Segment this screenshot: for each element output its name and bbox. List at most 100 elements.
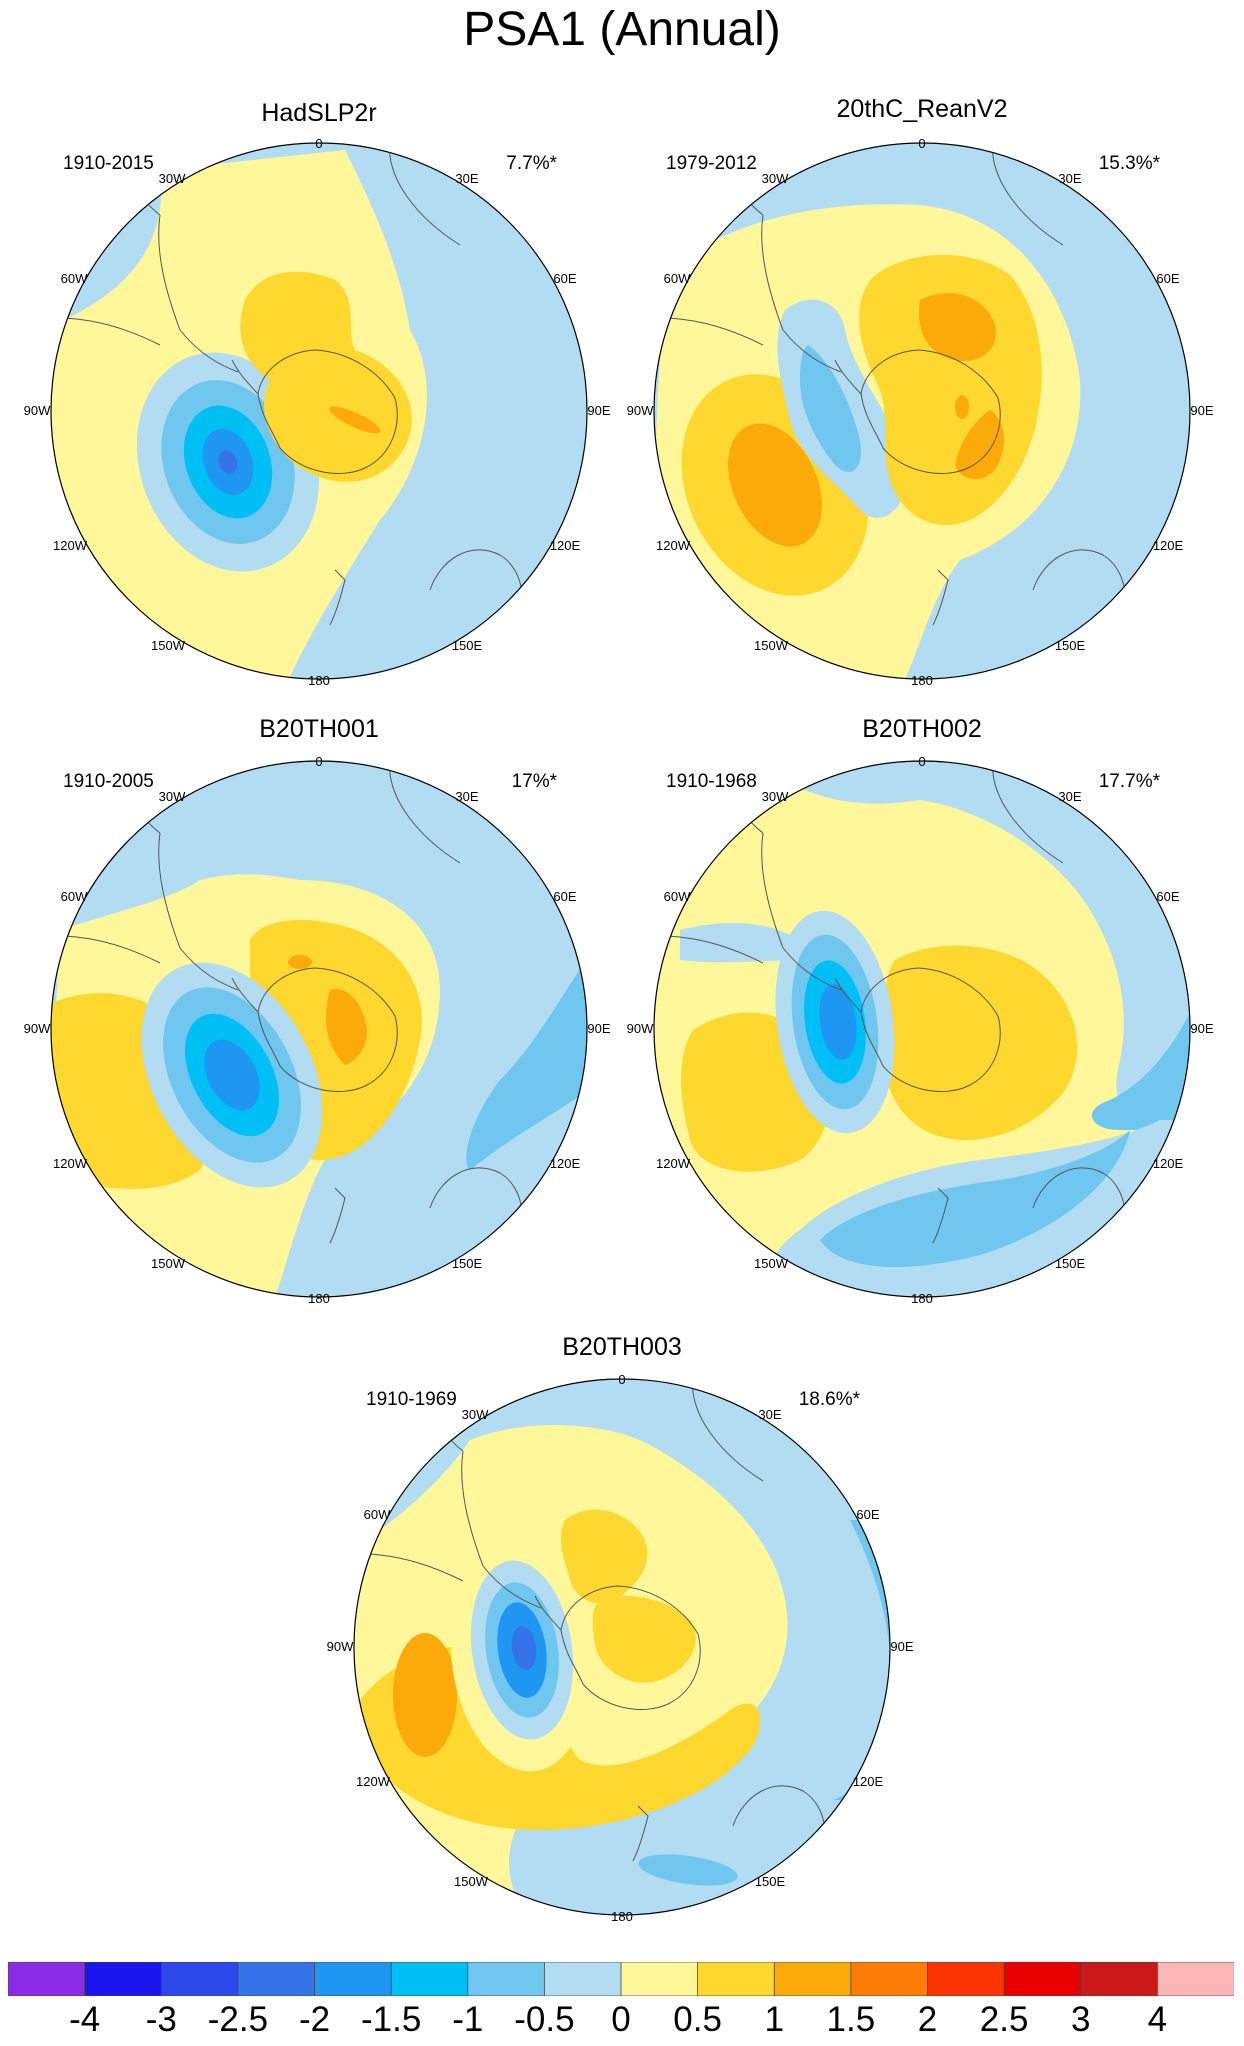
- colorbar-label: -1: [452, 2000, 484, 2039]
- colorbar-label: -2: [298, 2000, 331, 2039]
- colorbar-label: 1.5: [826, 2000, 876, 2039]
- colorbar-swatch: [850, 1962, 929, 1996]
- panel-b20th003: B20TH003 1910-1969 18.6%* 0 30E 60E 90E …: [327, 1333, 914, 1924]
- panel-hadslp2r: HadSLP2r 1910-2015 7.7%* 0 30E 60E 90E 1…: [24, 99, 611, 688]
- lon-label: 30E: [1058, 171, 1081, 186]
- lon-label: 120E: [853, 1774, 884, 1789]
- colorbar-label: 0.5: [673, 2000, 722, 2039]
- lon-label: 60W: [364, 1507, 391, 1522]
- lon-label: 120E: [1153, 538, 1184, 553]
- colorbar-label: -4: [69, 2000, 101, 2039]
- lon-label: 60W: [664, 271, 691, 286]
- colorbar-swatch: [927, 1962, 1005, 1996]
- panel-percent-20thc-reanv2: 15.3%*: [1099, 153, 1161, 174]
- panel-title-20thc-reanv2: 20thC_ReanV2: [837, 95, 1008, 123]
- map-border-b20th002: [653, 760, 1191, 1298]
- lon-label: 150E: [452, 638, 483, 653]
- colorbar-labels: -4 -3 -2.5 -2 -1.5 -1 -0.5 0 0.5 1 1.5 2 2.5 3 4: [0, 1996, 1244, 2046]
- panel-title-hadslp2r: HadSLP2r: [261, 99, 376, 127]
- lon-label: 30W: [159, 789, 186, 804]
- lon-label: 180: [308, 673, 330, 688]
- colorbar-swatch: [237, 1962, 316, 1996]
- lon-label: 60E: [553, 271, 576, 286]
- panel-period-b20th001: 1910-2005: [63, 771, 154, 792]
- panel-title-b20th001: B20TH001: [259, 715, 379, 743]
- map-border-20thc-reanv2: [653, 142, 1191, 680]
- longitude-labels-b20th002: 0 30E 60E 90E 120E 150E 180 150W 120W 90…: [627, 754, 1214, 1306]
- lon-label: 120E: [550, 1156, 581, 1171]
- colorbar-label: 1: [764, 2000, 784, 2039]
- map-border-b20th001: [50, 760, 588, 1298]
- lon-label: 150W: [151, 638, 186, 653]
- map-field-b20th003: [354, 1379, 890, 1915]
- colorbar-swatch: [160, 1962, 239, 1996]
- lon-label: 0: [618, 1372, 625, 1387]
- lon-label: 150W: [754, 638, 789, 653]
- longitude-labels-b20th001: 0 30E 60E 90E 120E 150E 180 150W 120W 90…: [24, 754, 611, 1306]
- panel-period-hadslp2r: 1910-2015: [63, 153, 154, 174]
- colorbar-swatch: [1003, 1962, 1082, 1996]
- panel-title-b20th002: B20TH002: [862, 715, 982, 743]
- lon-label: 120W: [356, 1774, 391, 1789]
- panel-title-b20th003: B20TH003: [562, 1333, 682, 1361]
- lon-label: 90W: [327, 1639, 354, 1654]
- lon-label: 60W: [664, 889, 691, 904]
- colorbar-swatch: [543, 1962, 622, 1996]
- lon-label: 30W: [762, 171, 789, 186]
- colorbar-swatch: [314, 1962, 392, 1996]
- colorbar-swatch: [8, 1962, 86, 1996]
- colorbar-label: 2: [917, 2000, 938, 2039]
- map-field-b20th002: [654, 761, 1190, 1297]
- lon-label: 150E: [755, 1874, 786, 1889]
- lon-label: 90W: [24, 403, 51, 418]
- lon-label: 60E: [1156, 889, 1179, 904]
- lon-label: 150E: [1055, 1256, 1086, 1271]
- lon-label: 60W: [61, 889, 88, 904]
- colorbar-label: 2.5: [979, 2000, 1029, 2039]
- lon-label: 90E: [587, 403, 610, 418]
- lon-label: 150E: [1055, 638, 1086, 653]
- colorbar-swatch: [390, 1962, 469, 1996]
- lon-label: 90E: [1190, 1021, 1213, 1036]
- colorbar-swatch: [773, 1962, 852, 1996]
- panel-percent-b20th001: 17%*: [512, 771, 558, 792]
- colorbar-label: 0: [611, 2000, 631, 2039]
- lon-label: 30E: [455, 171, 478, 186]
- colorbar-label: -0.5: [514, 2000, 575, 2039]
- map-border-b20th003: [353, 1378, 891, 1916]
- lon-label: 150W: [454, 1874, 489, 1889]
- lon-label: 30E: [1058, 789, 1081, 804]
- colorbar-swatch: [1156, 1962, 1234, 1996]
- longitude-labels-hadslp2r: 0 30E 60E 90E 120E 150E 180 150W 120W 90…: [24, 136, 611, 688]
- panel-period-b20th002: 1910-1968: [666, 771, 757, 792]
- lon-label: 30W: [762, 789, 789, 804]
- lon-label: 90E: [587, 1021, 610, 1036]
- map-panels: HadSLP2r 1910-2015 7.7%* 0 30E 60E 90E 1…: [24, 95, 1214, 1924]
- lon-label: 90W: [627, 1021, 654, 1036]
- lon-label: 90W: [627, 403, 654, 418]
- map-field-b20th001: [51, 761, 587, 1297]
- colorbar-swatch: [1080, 1962, 1159, 1996]
- lon-label: 120E: [1153, 1156, 1184, 1171]
- panel-b20th002: B20TH002 1910-1968 17.7%* 0 30E 60E 90E …: [627, 715, 1214, 1306]
- map-field-hadslp2r: [51, 143, 587, 679]
- lon-label: 90E: [890, 1639, 913, 1654]
- lon-label: 0: [315, 754, 322, 769]
- longitude-labels-20thc-reanv2: 0 30E 60E 90E 120E 150E 180 150W 120W 90…: [627, 136, 1214, 688]
- lon-label: 120W: [656, 538, 691, 553]
- longitude-labels-b20th003: 0 30E 60E 90E 120E 150E 180 150W 120W 90…: [327, 1372, 914, 1924]
- lon-label: 30E: [455, 789, 478, 804]
- map-field-20thc-reanv2: [654, 143, 1190, 679]
- panel-b20th001: B20TH001 1910-2005 17%* 0 30E 60E 90E 12…: [24, 715, 611, 1306]
- panel-period-b20th003: 1910-1969: [366, 1389, 457, 1410]
- colorbar-swatch: [697, 1962, 775, 1996]
- lon-label: 120W: [656, 1156, 691, 1171]
- lon-label: 180: [911, 1291, 933, 1306]
- main-title: PSA1 (Annual): [463, 3, 781, 56]
- lon-label: 30E: [758, 1407, 781, 1422]
- lon-label: 180: [911, 673, 933, 688]
- lon-label: 30W: [462, 1407, 489, 1422]
- colorbar-label: -1.5: [360, 2000, 422, 2039]
- panel-period-20thc-reanv2: 1979-2012: [666, 153, 757, 174]
- lon-label: 120W: [53, 538, 88, 553]
